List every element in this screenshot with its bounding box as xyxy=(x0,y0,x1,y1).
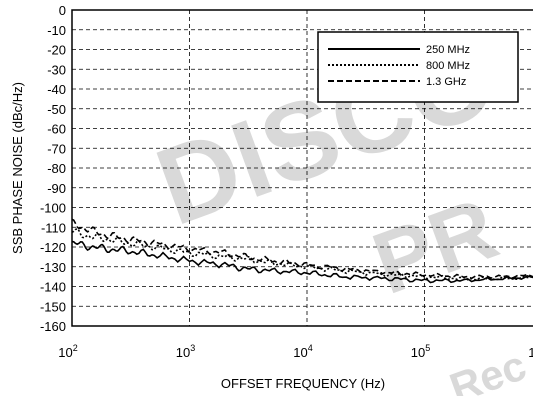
watermark-rec: Rec xyxy=(444,341,532,396)
legend-label: 800 MHz xyxy=(426,60,470,72)
y-tick-label: -150 xyxy=(40,299,66,314)
y-tick-label: -110 xyxy=(41,220,66,235)
x-tick-label: 106 xyxy=(528,343,533,360)
y-tick-label: -160 xyxy=(40,319,66,334)
series-group xyxy=(71,218,533,284)
y-tick-label: -70 xyxy=(47,141,66,156)
x-tick-labels: 102 103 104 105 106 xyxy=(58,343,533,360)
y-tick-label: -20 xyxy=(47,43,66,58)
y-tick-label: -80 xyxy=(47,161,66,176)
y-axis-title: SSB PHASE NOISE (dBc/Hz) xyxy=(10,82,25,254)
y-tick-label: -30 xyxy=(47,62,66,77)
legend: 250 MHz 800 MHz 1.3 GHz xyxy=(317,31,519,103)
x-tick-label: 102 xyxy=(58,343,77,360)
y-tick-label: -40 xyxy=(47,82,66,97)
x-tick-label: 104 xyxy=(293,343,312,360)
y-tick-label: -130 xyxy=(40,260,66,275)
x-axis-title: OFFSET FREQUENCY (Hz) xyxy=(221,376,385,391)
y-tick-label: -90 xyxy=(47,181,66,196)
y-tick-label: -100 xyxy=(40,201,66,216)
x-tick-label: 105 xyxy=(411,343,430,360)
x-tick-label: 103 xyxy=(176,343,195,360)
series-line xyxy=(71,240,533,284)
y-tick-label: -60 xyxy=(47,122,66,137)
series-line xyxy=(71,218,533,280)
legend-box xyxy=(317,31,519,103)
y-tick-label: -120 xyxy=(40,240,66,255)
y-tick-label: 0 xyxy=(59,3,66,18)
grid-lines xyxy=(72,10,533,326)
y-tick-label: -50 xyxy=(47,102,66,117)
legend-label: 1.3 GHz xyxy=(426,76,466,88)
watermark-pr: PR xyxy=(361,178,510,313)
y-tick-label: -140 xyxy=(40,280,66,295)
y-tick-label: -10 xyxy=(47,23,66,38)
y-tick-labels: 0 -10 -20 -30 -40 -50 -60 -70 -80 -90 -100 -110 -120… xyxy=(40,3,66,334)
legend-label: 250 MHz xyxy=(426,44,470,56)
plot-area xyxy=(71,9,533,327)
